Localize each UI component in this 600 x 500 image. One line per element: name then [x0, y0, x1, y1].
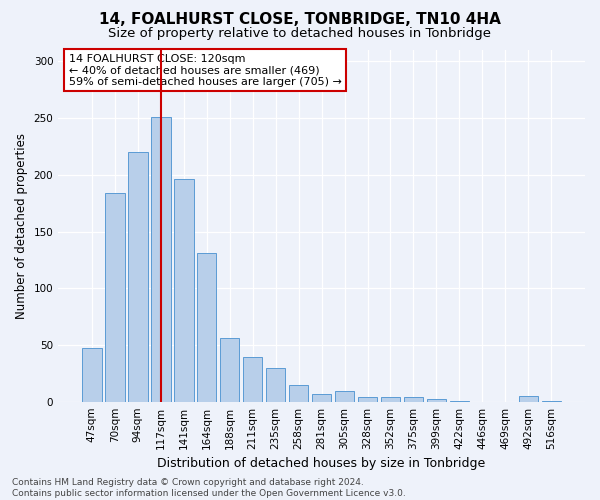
Bar: [404, 397, 423, 402]
Bar: [358, 397, 377, 402]
Text: 14 FOALHURST CLOSE: 120sqm
← 40% of detached houses are smaller (469)
59% of sem: 14 FOALHURST CLOSE: 120sqm ← 40% of deta…: [69, 54, 341, 86]
Bar: [220, 338, 239, 402]
Bar: [449, 400, 469, 402]
Bar: [105, 193, 125, 402]
Bar: [151, 117, 170, 402]
Bar: [381, 397, 400, 402]
Bar: [312, 394, 331, 402]
Bar: [266, 368, 286, 402]
Text: Size of property relative to detached houses in Tonbridge: Size of property relative to detached ho…: [109, 28, 491, 40]
Bar: [82, 348, 101, 402]
Y-axis label: Number of detached properties: Number of detached properties: [15, 133, 28, 319]
X-axis label: Distribution of detached houses by size in Tonbridge: Distribution of detached houses by size …: [157, 457, 486, 470]
Bar: [243, 358, 262, 402]
Bar: [197, 253, 217, 402]
Text: Contains HM Land Registry data © Crown copyright and database right 2024.
Contai: Contains HM Land Registry data © Crown c…: [12, 478, 406, 498]
Bar: [518, 396, 538, 402]
Bar: [128, 152, 148, 402]
Bar: [427, 400, 446, 402]
Bar: [335, 392, 355, 402]
Bar: [542, 400, 561, 402]
Text: 14, FOALHURST CLOSE, TONBRIDGE, TN10 4HA: 14, FOALHURST CLOSE, TONBRIDGE, TN10 4HA: [99, 12, 501, 28]
Bar: [289, 384, 308, 402]
Bar: [174, 180, 194, 402]
